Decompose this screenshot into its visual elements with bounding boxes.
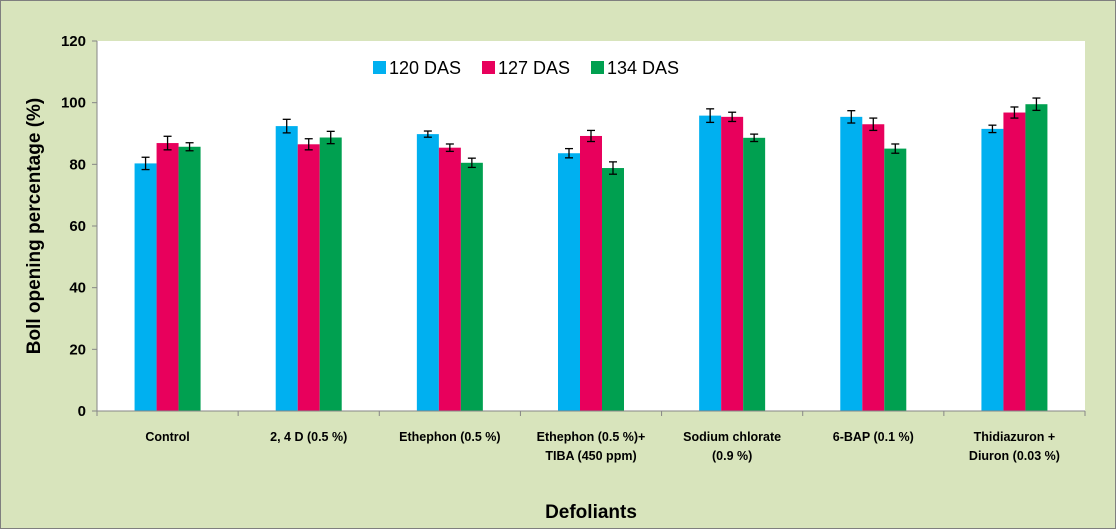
y-tick-label: 80 (69, 156, 86, 173)
x-tick-label: Diuron (0.03 %) (969, 449, 1060, 463)
x-tick-label: Control (145, 430, 189, 444)
y-tick-label: 120 (61, 33, 86, 50)
x-tick-label: TIBA (450 ppm) (545, 449, 636, 463)
bar (1025, 104, 1048, 411)
legend-label: 127 DAS (498, 58, 570, 78)
x-tick-label: 6-BAP (0.1 %) (833, 430, 914, 444)
y-tick-label: 60 (69, 218, 86, 235)
legend-label: 120 DAS (389, 58, 461, 78)
y-tick-label: 100 (61, 95, 86, 112)
bar (743, 137, 766, 412)
bar (840, 116, 863, 411)
bar (416, 134, 439, 411)
x-tick-label: (0.9 %) (712, 449, 752, 463)
y-axis: 0 20 40 60 80 100 120 (61, 33, 98, 420)
x-axis-title: Defoliants (545, 502, 637, 523)
bar (580, 135, 602, 411)
bar (178, 146, 201, 411)
x-tick-label: Ethephon (0.5 %)+ (537, 430, 646, 444)
bar (275, 126, 298, 411)
x-tick-label: Thidiazuron + (974, 430, 1056, 444)
legend-swatch (482, 61, 495, 74)
legend-label: 134 DAS (607, 58, 679, 78)
bar (438, 147, 461, 411)
bar (319, 137, 342, 411)
bar (602, 168, 624, 411)
x-tick-label: Ethephon (0.5 %) (399, 430, 500, 444)
y-tick-label: 0 (78, 403, 86, 420)
bar (156, 143, 179, 411)
bar (558, 153, 580, 411)
legend-swatch (373, 61, 386, 74)
x-tick-label: 2, 4 D (0.5 %) (270, 430, 347, 444)
bar (884, 148, 907, 411)
bar (134, 163, 157, 411)
y-tick-label: 40 (69, 280, 86, 297)
x-tick-label: Sodium chlorate (683, 430, 781, 444)
bar (297, 144, 320, 411)
bar (721, 116, 744, 411)
bars (134, 97, 1048, 412)
y-tick-label: 20 (69, 341, 86, 358)
bar (1003, 112, 1026, 412)
bar (981, 128, 1004, 411)
y-axis-title: Boll opening percentage (%) (24, 98, 45, 355)
bar (862, 124, 885, 411)
legend-swatch (591, 61, 604, 74)
x-axis: Control 2, 4 D (0.5 %) Ethephon (0.5 %) Eth… (96, 410, 1086, 463)
bar (460, 162, 483, 411)
legend: 120 DAS 127 DAS 134 DAS (373, 58, 679, 78)
bar (699, 115, 722, 411)
